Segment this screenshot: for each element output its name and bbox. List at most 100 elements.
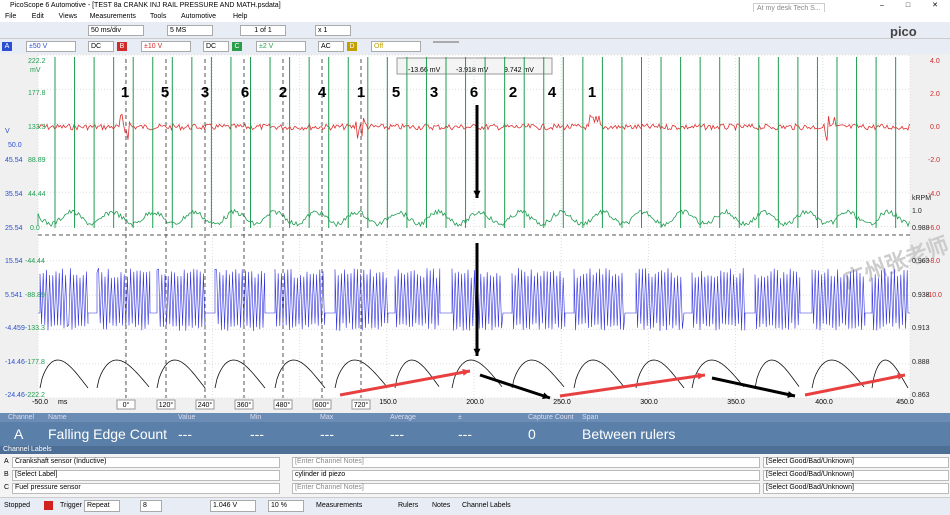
table-header: Average: [390, 414, 416, 421]
right-axis-label: 1.0: [912, 208, 922, 215]
ruler-value: -13.66 mV: [408, 67, 441, 74]
arrow: [339, 369, 471, 397]
channel-range[interactable]: Off: [371, 41, 421, 52]
panel-tab[interactable]: Notes: [432, 502, 451, 509]
channel-range[interactable]: ±2 V: [256, 41, 306, 52]
channel-button[interactable]: A: [2, 42, 12, 51]
menu-item[interactable]: File: [5, 13, 17, 20]
toolbar: 50 ms/div 5 MS 1 of 1 x 1 pico: [0, 22, 950, 39]
channel-coupling[interactable]: DC: [203, 41, 229, 52]
notes-field[interactable]: cylinder id piezo: [292, 470, 760, 481]
menu-item[interactable]: Help: [233, 13, 248, 20]
panel-tab[interactable]: Measurements: [316, 502, 363, 509]
left-axis-label: 5.541: [5, 292, 23, 299]
ruler-angle-box: [351, 399, 371, 410]
panel-tab[interactable]: Channel Labels: [462, 502, 511, 509]
left-axis-label: -222.2: [25, 392, 45, 399]
right-axis-label: 0.938: [912, 292, 930, 299]
label-select[interactable]: Crankshaft sensor (Inductive): [12, 457, 280, 468]
ruler-value: -3.918 mV: [456, 67, 489, 74]
right-axis-label: 2.0: [930, 91, 940, 98]
x-axis-label: 150.0: [379, 399, 397, 406]
trigger-channel[interactable]: 8: [140, 500, 162, 512]
window-title: PicoScope 6 Automotive - [TEST 8a CRANK …: [10, 2, 281, 9]
arrow: [479, 373, 551, 400]
channel-range[interactable]: ±50 V: [26, 41, 76, 52]
arrow: [711, 376, 796, 398]
arrow-head: [473, 190, 481, 198]
notes-field[interactable]: [Enter Channel Notes]: [292, 483, 760, 494]
status-select[interactable]: [Select Good/Bad/Unknown]: [763, 470, 949, 481]
right-axis-label: -2.0: [928, 157, 940, 164]
left-axis-label: 50.0: [8, 142, 22, 149]
table-cell: ---: [250, 426, 264, 442]
timebase[interactable]: 50 ms/div: [88, 25, 144, 36]
ruler-angle: 720°: [354, 401, 369, 409]
menu-item[interactable]: Views: [58, 13, 78, 20]
ruler-angle-box: [156, 399, 176, 410]
left-axis-label: 0.0: [30, 225, 40, 232]
channel-toolbar: A ±50 V DC B ±10 V DC C ±2 V AC D Off: [0, 38, 950, 54]
arrow-head: [787, 391, 795, 398]
buffer[interactable]: 1 of 1: [240, 25, 286, 36]
pretrigger[interactable]: 10 %: [268, 500, 304, 512]
menu-item[interactable]: Measurements: [89, 13, 136, 20]
ruler-angle: 0°: [123, 401, 130, 409]
left-axis-label: -177.8: [25, 359, 45, 366]
left-axis-label: -4.459: [5, 325, 25, 332]
arrow-head: [462, 368, 470, 376]
table-header: ±: [458, 414, 462, 421]
arrow-head: [473, 348, 481, 356]
firing-order-label: 1: [121, 84, 129, 101]
right-axis-label: 0.863: [912, 392, 930, 399]
arrow-head: [542, 392, 550, 400]
samples[interactable]: 5 MS: [167, 25, 213, 36]
ruler-angle-box: [195, 399, 215, 410]
left-axis-label: -133.3: [25, 325, 45, 332]
channel-coupling[interactable]: DC: [88, 41, 114, 52]
trace-b: [37, 113, 910, 141]
firing-order-label: 6: [470, 84, 478, 101]
table-cell: A: [14, 426, 24, 442]
run-state: Stopped: [4, 502, 31, 509]
trace-c: [37, 208, 910, 228]
channel-button[interactable]: B: [117, 42, 127, 51]
left-axis-label: 15.54: [5, 258, 23, 265]
channel-range[interactable]: ±10 V: [141, 41, 191, 52]
channel-button[interactable]: D: [347, 42, 357, 51]
channel-coupling[interactable]: [433, 41, 459, 43]
menu-item[interactable]: Tools: [150, 13, 167, 20]
status-select[interactable]: [Select Good/Bad/Unknown]: [763, 483, 949, 494]
channel-coupling[interactable]: AC: [318, 41, 344, 52]
left-axis-label: 177.8: [28, 90, 46, 97]
menu-bar: File Edit Views Measurements Tools Automotive…: [0, 12, 950, 22]
ruler-angle: 360°: [237, 401, 252, 409]
row-channel: B: [4, 471, 9, 478]
trigger-label: Trigger: [60, 502, 82, 509]
right-axis-label: 0.913: [912, 325, 930, 332]
channel-button[interactable]: C: [232, 42, 242, 51]
right-axis-label: -10.0: [926, 292, 942, 299]
measurements-table: Channel Name Value Min Max Average ± Capture Co…: [0, 413, 950, 446]
right-axis-label: -6.0: [928, 225, 940, 232]
trigger-level[interactable]: 1.046 V: [210, 500, 256, 512]
right-axis-label: 4.0: [930, 58, 940, 65]
window-controls[interactable]: –□✕: [880, 2, 938, 9]
status-select[interactable]: [Select Good/Bad/Unknown]: [763, 457, 949, 468]
notes-field[interactable]: [Enter Channel Notes]: [292, 457, 760, 468]
firing-order-label: 6: [241, 84, 249, 101]
firing-order-label: 3: [430, 84, 438, 101]
status-bar: Stopped Trigger Repeat 8 1.046 V 10 % Measurem…: [0, 497, 950, 515]
menu-item[interactable]: Automotive: [181, 13, 217, 20]
panel-tab[interactable]: Rulers: [398, 502, 419, 509]
trigger-mode[interactable]: Repeat: [84, 500, 120, 512]
logo: pico: [890, 24, 917, 39]
left-axis-label: 133.3: [28, 124, 46, 131]
stop-button[interactable]: [44, 501, 53, 510]
zoom[interactable]: x 1: [315, 25, 351, 36]
menu-item[interactable]: Edit: [31, 13, 44, 20]
label-select[interactable]: Fuel pressure sensor: [12, 483, 280, 494]
label-select[interactable]: [Select Label]: [12, 470, 280, 481]
left-axis-label: 88.89: [28, 157, 46, 164]
